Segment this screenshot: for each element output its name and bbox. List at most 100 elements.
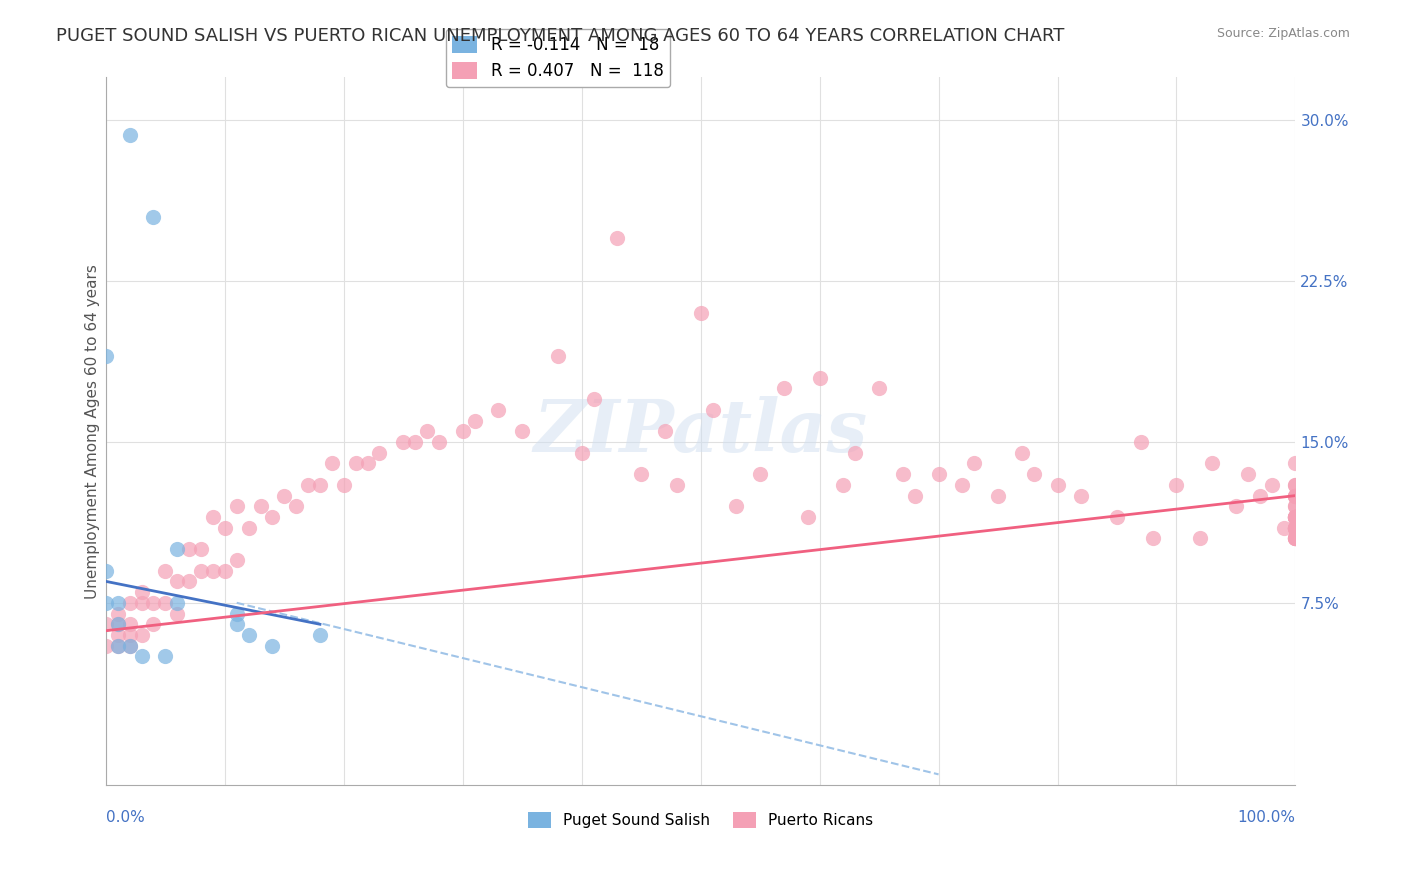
Point xyxy=(1284,521,1306,535)
Point xyxy=(1011,446,1033,460)
Point xyxy=(273,489,295,503)
Point xyxy=(416,424,439,438)
Point xyxy=(107,617,129,632)
Point xyxy=(142,617,165,632)
Point xyxy=(225,617,247,632)
Text: ZIPatlas: ZIPatlas xyxy=(534,396,868,467)
Point xyxy=(107,596,129,610)
Point xyxy=(1284,457,1306,471)
Point xyxy=(166,607,188,621)
Point xyxy=(1284,500,1306,514)
Point xyxy=(1284,532,1306,546)
Point xyxy=(630,467,652,482)
Point xyxy=(118,596,141,610)
Point xyxy=(582,392,605,406)
Legend: Puget Sound Salish, Puerto Ricans: Puget Sound Salish, Puerto Ricans xyxy=(522,805,879,834)
Point xyxy=(749,467,772,482)
Point xyxy=(118,617,141,632)
Point xyxy=(606,231,628,245)
Point xyxy=(571,446,593,460)
Point xyxy=(333,478,356,492)
Point xyxy=(392,435,415,450)
Point xyxy=(262,510,284,524)
Point xyxy=(201,510,224,524)
Point xyxy=(1284,510,1306,524)
Point xyxy=(987,489,1010,503)
Point xyxy=(832,478,855,492)
Point xyxy=(510,424,533,438)
Point xyxy=(1284,489,1306,503)
Point xyxy=(1284,532,1306,546)
Point xyxy=(665,478,688,492)
Point xyxy=(1284,489,1306,503)
Point xyxy=(118,639,141,653)
Point xyxy=(904,489,927,503)
Point xyxy=(356,457,378,471)
Point xyxy=(1284,478,1306,492)
Point xyxy=(107,607,129,621)
Point xyxy=(1070,489,1092,503)
Point xyxy=(1284,521,1306,535)
Point xyxy=(94,596,117,610)
Point xyxy=(1166,478,1188,492)
Text: Source: ZipAtlas.com: Source: ZipAtlas.com xyxy=(1216,27,1350,40)
Point xyxy=(1272,521,1295,535)
Point xyxy=(950,478,973,492)
Text: 100.0%: 100.0% xyxy=(1237,810,1295,825)
Point xyxy=(238,521,260,535)
Point xyxy=(309,628,332,642)
Point xyxy=(547,349,569,363)
Point xyxy=(928,467,950,482)
Point xyxy=(309,478,332,492)
Point xyxy=(190,542,212,557)
Point xyxy=(368,446,391,460)
Point xyxy=(1284,510,1306,524)
Point xyxy=(321,457,343,471)
Point xyxy=(1284,521,1306,535)
Point xyxy=(963,457,986,471)
Point xyxy=(201,564,224,578)
Point xyxy=(179,574,201,589)
Point xyxy=(1284,521,1306,535)
Point xyxy=(344,457,367,471)
Point xyxy=(1022,467,1045,482)
Point xyxy=(427,435,450,450)
Point xyxy=(1284,500,1306,514)
Point xyxy=(1201,457,1223,471)
Text: PUGET SOUND SALISH VS PUERTO RICAN UNEMPLOYMENT AMONG AGES 60 TO 64 YEARS CORREL: PUGET SOUND SALISH VS PUERTO RICAN UNEMP… xyxy=(56,27,1064,45)
Point xyxy=(155,649,177,664)
Point xyxy=(94,639,117,653)
Point xyxy=(1129,435,1152,450)
Point xyxy=(249,500,271,514)
Point xyxy=(131,649,153,664)
Point xyxy=(214,564,236,578)
Point xyxy=(1284,478,1306,492)
Point xyxy=(451,424,474,438)
Point xyxy=(689,306,711,320)
Point xyxy=(796,510,818,524)
Point xyxy=(1225,500,1247,514)
Point xyxy=(1284,510,1306,524)
Point xyxy=(1189,532,1212,546)
Point xyxy=(868,381,890,395)
Point xyxy=(94,564,117,578)
Point xyxy=(654,424,676,438)
Point xyxy=(131,596,153,610)
Y-axis label: Unemployment Among Ages 60 to 64 years: Unemployment Among Ages 60 to 64 years xyxy=(86,264,100,599)
Point xyxy=(118,639,141,653)
Point xyxy=(1284,510,1306,524)
Point xyxy=(214,521,236,535)
Text: 0.0%: 0.0% xyxy=(105,810,145,825)
Point xyxy=(1284,489,1306,503)
Point xyxy=(142,210,165,224)
Point xyxy=(1284,521,1306,535)
Point xyxy=(285,500,308,514)
Point xyxy=(94,617,117,632)
Point xyxy=(808,370,831,384)
Point xyxy=(238,628,260,642)
Point xyxy=(262,639,284,653)
Point xyxy=(107,617,129,632)
Point xyxy=(1284,521,1306,535)
Point xyxy=(1284,489,1306,503)
Point xyxy=(844,446,866,460)
